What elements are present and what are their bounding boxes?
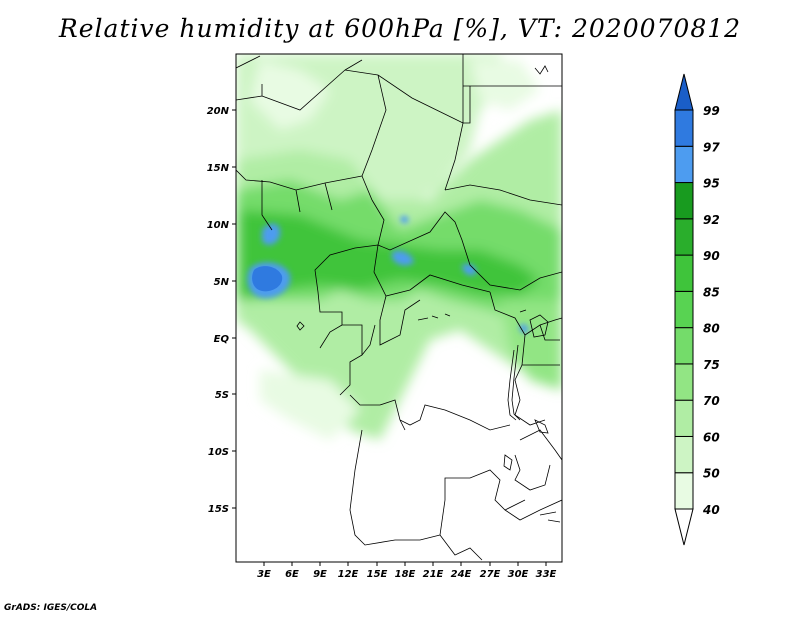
lat-label: 5N bbox=[214, 277, 230, 288]
colorbar-label: 99 bbox=[703, 104, 720, 118]
colorbar-segment bbox=[674, 399, 694, 437]
lon-label: 27E bbox=[480, 569, 501, 580]
plot-title: Relative humidity at 600hPa [%], VT: 202… bbox=[58, 14, 742, 43]
colorbar-segment bbox=[674, 109, 694, 147]
latitude-axis: 20N 15N 10N 5N EQ 5S 10S 15S bbox=[207, 106, 236, 515]
colorbar-label: 97 bbox=[703, 140, 720, 154]
lat-label: 10S bbox=[208, 447, 229, 458]
lon-label: 15E bbox=[367, 569, 388, 580]
grads-credit: GrADS: IGES/COLA bbox=[4, 603, 98, 613]
lon-label: 12E bbox=[338, 569, 359, 580]
colorbar-label: 60 bbox=[703, 430, 720, 444]
map-frame bbox=[235, 53, 563, 563]
colorbar-segment bbox=[674, 254, 694, 292]
lat-label: 20N bbox=[207, 106, 230, 117]
colorbar-label: 80 bbox=[703, 322, 720, 336]
lon-label: 6E bbox=[285, 569, 299, 580]
colorbar-label: 92 bbox=[703, 213, 720, 227]
colorbar-label: 50 bbox=[703, 467, 720, 481]
colorbar-lower-triangle bbox=[674, 508, 694, 546]
colorbar-label: 95 bbox=[703, 177, 720, 191]
colorbar-upper-triangle bbox=[674, 73, 694, 111]
colorbar-label: 40 bbox=[702, 503, 720, 517]
lat-label: 15S bbox=[208, 504, 229, 515]
colorbar: 40 50 60 70 75 80 85 90 92 95 97 99 bbox=[674, 73, 720, 546]
lat-label: 10N bbox=[207, 220, 230, 231]
colorbar-label: 75 bbox=[703, 358, 720, 372]
lat-label: 15N bbox=[207, 163, 230, 174]
lon-label: 30E bbox=[508, 569, 529, 580]
lon-label: 3E bbox=[257, 569, 271, 580]
colorbar-segment bbox=[674, 182, 694, 220]
humidity-field bbox=[236, 54, 562, 562]
lon-label: 24E bbox=[451, 569, 472, 580]
colorbar-segment bbox=[674, 327, 694, 365]
colorbar-segment bbox=[674, 145, 694, 184]
colorbar-segment bbox=[674, 218, 694, 256]
colorbar-label: 90 bbox=[703, 249, 720, 263]
colorbar-segment bbox=[674, 290, 694, 329]
lon-label: 18E bbox=[395, 569, 416, 580]
lat-label: EQ bbox=[214, 334, 230, 345]
colorbar-segment bbox=[674, 435, 694, 474]
lon-label: 9E bbox=[313, 569, 327, 580]
longitude-axis: 3E 6E 9E 12E 15E 18E 21E 24E 27E 30E 33E bbox=[257, 562, 557, 580]
lon-label: 33E bbox=[536, 569, 557, 580]
lon-label: 21E bbox=[423, 569, 444, 580]
colorbar-label: 85 bbox=[703, 285, 720, 299]
colorbar-segment bbox=[674, 363, 694, 401]
colorbar-label: 70 bbox=[703, 394, 720, 408]
lat-label: 5S bbox=[215, 390, 229, 401]
colorbar-segment bbox=[674, 472, 694, 510]
